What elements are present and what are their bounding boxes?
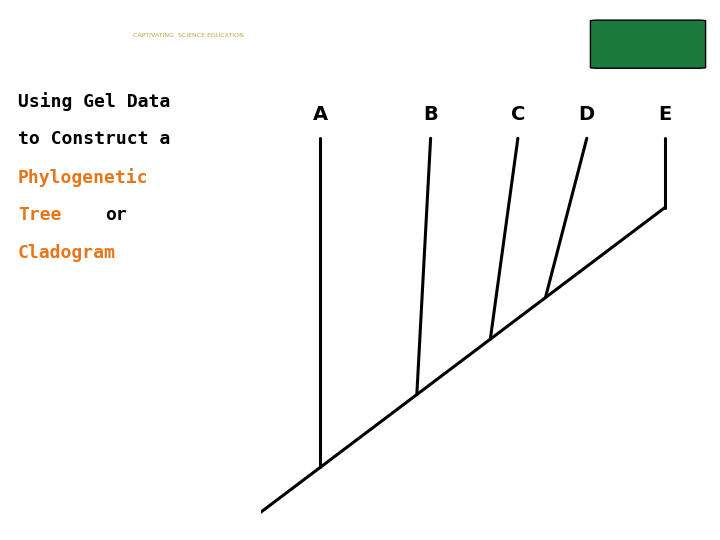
- Text: to Construct a: to Construct a: [18, 130, 170, 148]
- Text: Using Gel Data: Using Gel Data: [18, 92, 170, 111]
- Text: C: C: [510, 105, 525, 125]
- Text: Biotechnology: Biotechnology: [25, 19, 132, 32]
- Text: A: A: [312, 105, 328, 125]
- Text: Explorer: Explorer: [25, 57, 101, 72]
- Text: Cladogram: Cladogram: [18, 244, 116, 261]
- FancyBboxPatch shape: [590, 20, 706, 68]
- Text: BIO·RAD: BIO·RAD: [618, 38, 678, 51]
- Text: B: B: [423, 105, 438, 125]
- Text: CAPTIVATING  SCIENCE EDUCATION: CAPTIVATING SCIENCE EDUCATION: [133, 33, 244, 38]
- Text: or: or: [105, 206, 127, 224]
- Text: Phylogenetic: Phylogenetic: [18, 168, 148, 187]
- Text: Tree: Tree: [18, 206, 61, 224]
- Text: E: E: [658, 105, 672, 125]
- Text: D: D: [579, 105, 595, 125]
